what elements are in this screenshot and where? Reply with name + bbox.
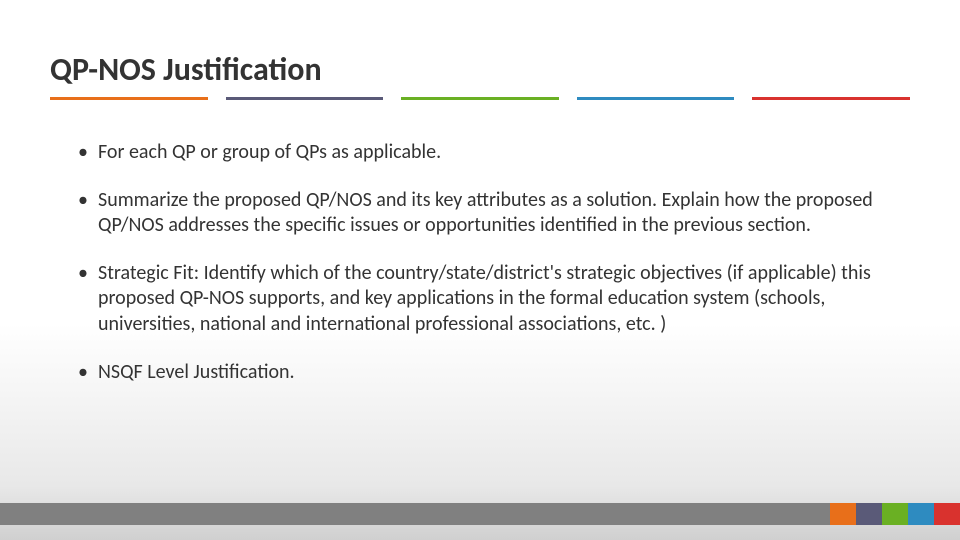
title-underline — [50, 97, 910, 100]
underline-seg-4 — [577, 97, 735, 100]
footer-grey-bar — [0, 503, 830, 525]
footer-stripe-1 — [830, 503, 856, 525]
underline-seg-1 — [50, 97, 208, 100]
bullet-list: For each QP or group of QPs as applicabl… — [50, 140, 910, 385]
footer-stripe-5 — [934, 503, 960, 525]
footer-stripe-3 — [882, 503, 908, 525]
list-item: Summarize the proposed QP/NOS and its ke… — [78, 188, 910, 239]
footer-stripe-4 — [908, 503, 934, 525]
footer-color-stripes — [830, 503, 960, 525]
underline-seg-2 — [226, 97, 384, 100]
footer-stripe-2 — [856, 503, 882, 525]
slide-title: QP-NOS Justification — [50, 50, 910, 89]
underline-seg-3 — [401, 97, 559, 100]
footer-band — [0, 503, 960, 525]
list-item: NSQF Level Justification. — [78, 360, 910, 386]
slide: QP-NOS Justification For each QP or grou… — [0, 0, 960, 540]
underline-seg-5 — [752, 97, 910, 100]
list-item: Strategic Fit: Identify which of the cou… — [78, 261, 910, 338]
list-item: For each QP or group of QPs as applicabl… — [78, 140, 910, 166]
